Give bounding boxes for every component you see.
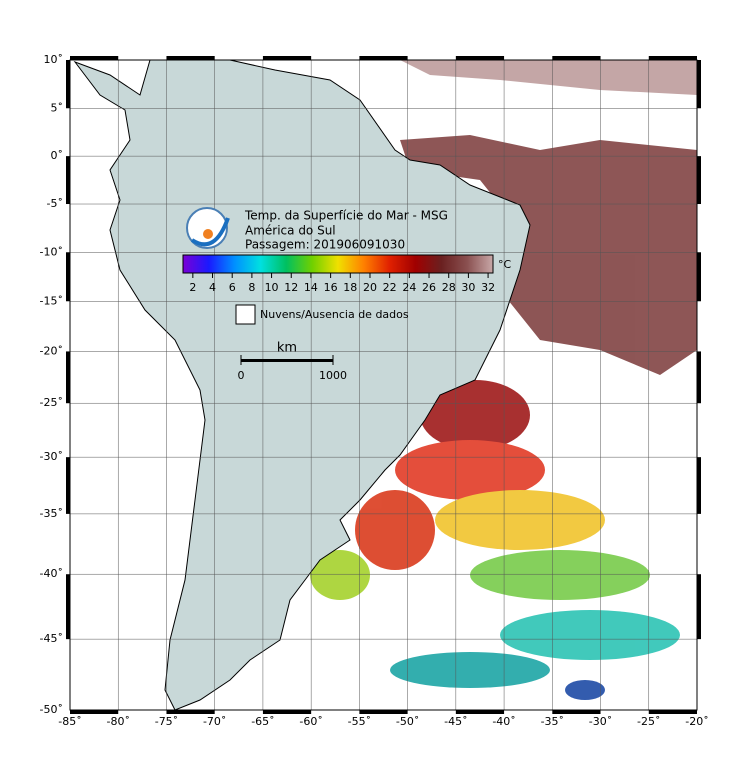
colorbar-tick-label: 2: [189, 281, 196, 294]
frame-segment: [697, 156, 701, 205]
frame: [69, 59, 698, 711]
sst-patch: [310, 550, 370, 600]
sst-patch: [400, 135, 697, 375]
colorbar-tick-label: 6: [229, 281, 236, 294]
logo: [186, 207, 230, 249]
lon-tick-label: -55˚: [348, 715, 371, 728]
colorbar-tick-label: 24: [402, 281, 416, 294]
lat-tick-label: 0˚: [51, 149, 64, 162]
lon-tick-label: -25˚: [637, 715, 660, 728]
title-line: América do Sul: [245, 224, 336, 238]
lat-tick-label: -35˚: [40, 507, 63, 520]
lat-tick-label: -45˚: [40, 632, 63, 645]
lat-tick-label: -5˚: [47, 197, 63, 210]
frame-segment: [455, 710, 505, 714]
lat-tick-label: 5˚: [51, 101, 64, 114]
legend-label: Nuvens/Ausencia de dados: [260, 308, 409, 321]
frame-segment: [262, 56, 312, 60]
sst-patch: [470, 550, 650, 600]
lat-tick-label: 10˚: [44, 53, 64, 66]
colorbar-tick-label: 26: [422, 281, 436, 294]
frame-segment: [70, 56, 119, 60]
colorbar-tick-label: 12: [284, 281, 298, 294]
colorbar-tick-label: 22: [383, 281, 397, 294]
frame-segment: [70, 710, 119, 714]
sst-patch: [435, 490, 605, 550]
colorbar-tick-label: 32: [481, 281, 495, 294]
lat-tick-label: -20˚: [40, 344, 63, 357]
frame-segment: [455, 56, 505, 60]
lat-tick-label: -40˚: [40, 567, 63, 580]
lon-tick-label: -65˚: [251, 715, 274, 728]
frame-segment: [552, 56, 601, 60]
frame-segment: [166, 56, 215, 60]
frame-segment: [359, 710, 408, 714]
colorbar-tick-label: 28: [442, 281, 456, 294]
sst-patch: [565, 680, 605, 700]
frame-segment: [648, 56, 697, 60]
sst-field: [310, 60, 697, 700]
frame-segment: [697, 457, 701, 514]
sst-patch: [390, 652, 550, 688]
scale-tick-label: 1000: [319, 369, 347, 382]
lon-tick-label: -80˚: [106, 715, 129, 728]
sst-patch: [395, 440, 545, 500]
frame-segment: [697, 252, 701, 302]
lon-tick-label: -45˚: [444, 715, 467, 728]
lon-tick-label: -70˚: [203, 715, 226, 728]
colorbar-tick-label: 10: [265, 281, 279, 294]
colorbar-tick-label: 8: [248, 281, 255, 294]
lat-tick-label: -15˚: [40, 294, 63, 307]
frame-segment: [648, 710, 697, 714]
frame-segment: [697, 574, 701, 640]
colorbar-tick-label: 16: [324, 281, 338, 294]
frame-segment: [66, 60, 70, 109]
frame-segment: [66, 351, 70, 404]
colorbar-tick-label: 4: [209, 281, 216, 294]
colorbar-tick-label: 20: [363, 281, 377, 294]
sst-patch: [400, 60, 697, 95]
colorbar-tick-label: 14: [304, 281, 318, 294]
lon-tick-label: -40˚: [492, 715, 515, 728]
lon-tick-label: -60˚: [299, 715, 322, 728]
title-line: Passagem: 201906091030: [245, 238, 405, 252]
colorbar-tick-label: 30: [461, 281, 475, 294]
sst-patch: [420, 380, 530, 450]
frame-segment: [66, 156, 70, 205]
colorbar: [182, 254, 494, 274]
lat-tick-label: -25˚: [40, 396, 63, 409]
frame-segment: [697, 60, 701, 109]
frame-segment: [697, 351, 701, 404]
lat-tick-label: -10˚: [40, 245, 63, 258]
lat-tick-label: -30˚: [40, 450, 63, 463]
lon-tick-label: -75˚: [155, 715, 178, 728]
lon-tick-label: -85˚: [58, 715, 81, 728]
lon-tick-label: -35˚: [541, 715, 564, 728]
frame-segment: [262, 710, 312, 714]
scale-unit: km: [277, 341, 297, 356]
lon-tick-label: -50˚: [396, 715, 419, 728]
scale-tick-label: 0: [238, 369, 245, 382]
legend-swatch: [235, 304, 256, 325]
lat-tick-label: -50˚: [40, 703, 63, 716]
frame-segment: [66, 252, 70, 302]
scale-bar: [241, 359, 333, 362]
frame-segment: [66, 574, 70, 640]
lon-tick-label: -30˚: [589, 715, 612, 728]
frame-segment: [166, 710, 215, 714]
sst-patch: [500, 610, 680, 660]
frame-segment: [66, 457, 70, 514]
colorbar-tick-label: 18: [343, 281, 357, 294]
colorbar-unit: °C: [498, 258, 512, 271]
title-line: Temp. da Superfície do Mar - MSG: [244, 209, 448, 223]
frame-segment: [552, 710, 601, 714]
lon-tick-label: -20˚: [685, 715, 708, 728]
frame-segment: [359, 56, 408, 60]
sst-patch: [355, 490, 435, 570]
